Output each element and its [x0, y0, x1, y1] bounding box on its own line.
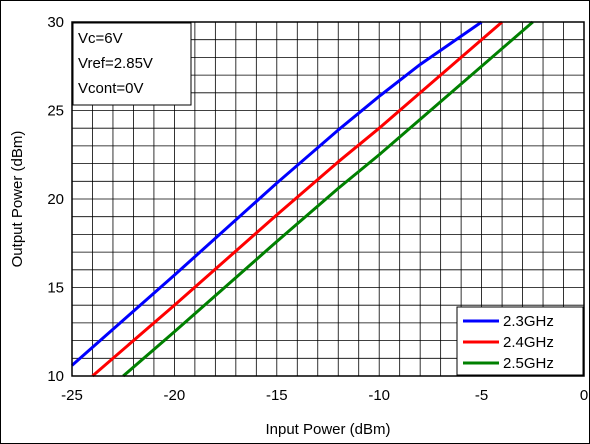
legend: 2.3GHz 2.4GHz 2.5GHz — [456, 306, 584, 376]
legend-label: 2.5GHz — [503, 355, 554, 372]
series-line-2.5GHz — [122, 20, 534, 378]
y-tick-label: 10 — [47, 368, 64, 385]
x-tick-label: -20 — [164, 387, 186, 404]
legend-label: 2.3GHz — [503, 313, 554, 330]
y-tick-label: 25 — [47, 103, 64, 120]
series-line-2.3GHz — [71, 20, 483, 367]
y-tick-label: 15 — [47, 280, 64, 297]
x-tick-label: -15 — [266, 387, 288, 404]
x-tick-label: -5 — [475, 387, 488, 404]
annotation-line: Vref=2.85V — [78, 55, 153, 72]
y-tick-label: 20 — [47, 191, 64, 208]
series-line-2.4GHz — [91, 20, 504, 378]
series-lines — [71, 20, 534, 378]
annotation-line: Vcont=0V — [78, 80, 143, 97]
x-axis-label: Input Power (dBm) — [265, 421, 390, 438]
y-axis-label: Output Power (dBm) — [9, 131, 26, 268]
annotation-line: Vc=6V — [78, 30, 123, 47]
annotation-box-background — [72, 22, 192, 106]
x-tick-labels: -25 -20 -15 -10 -5 0 — [61, 387, 588, 404]
plot-border — [71, 21, 585, 377]
y-tick-label: 30 — [47, 14, 64, 31]
x-tick-label: -10 — [368, 387, 390, 404]
legend-label: 2.4GHz — [503, 334, 554, 351]
annotation-box: Vc=6V Vref=2.85V Vcont=0V — [72, 22, 192, 106]
x-tick-label: -25 — [61, 387, 83, 404]
x-tick-label: 0 — [580, 387, 588, 404]
y-tick-labels: 10 15 20 25 30 — [47, 14, 64, 385]
